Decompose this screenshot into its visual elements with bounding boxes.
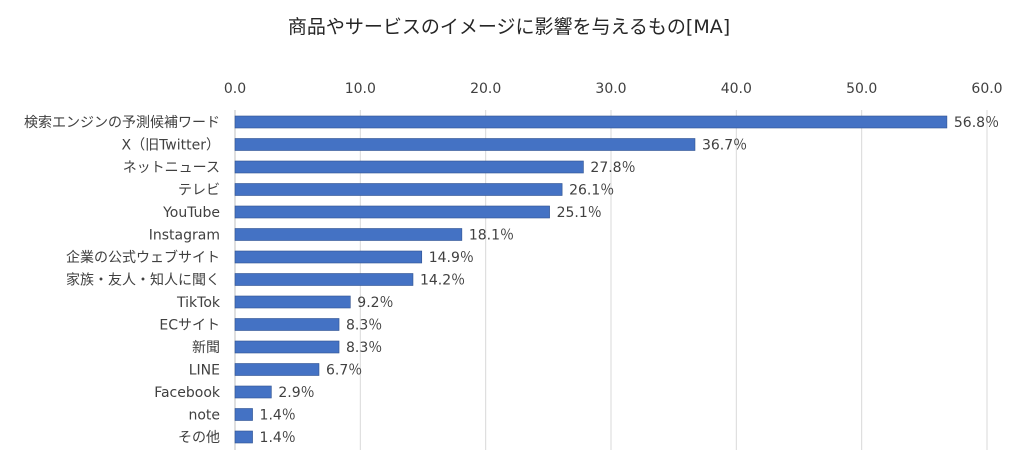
bar (234, 408, 253, 421)
data-label: 36.7％ (702, 138, 747, 154)
data-label: 27.8％ (590, 160, 635, 176)
category-label: その他 (178, 430, 220, 446)
data-label: 56.8％ (954, 115, 999, 131)
bar (234, 250, 423, 264)
data-label: 6.7％ (326, 363, 362, 379)
category-label: LINE (189, 363, 220, 379)
category-label: 新聞 (192, 340, 220, 356)
category-label: X（旧Twitter） (121, 138, 220, 154)
chart-title: 商品やサービスのイメージに影響を与えるもの[MA] (287, 16, 731, 38)
category-label: 家族・友人・知人に聞く (66, 272, 220, 289)
data-label: 2.9％ (278, 385, 314, 401)
x-tick-label: 10.0 (345, 81, 376, 97)
data-label: 18.1％ (469, 228, 514, 244)
bar (234, 138, 696, 151)
category-label: YouTube (162, 205, 220, 221)
category-label: note (188, 408, 220, 424)
bar (234, 340, 340, 354)
bar (234, 160, 584, 174)
data-label: 9.2％ (357, 295, 393, 311)
x-tick-label: 30.0 (595, 81, 626, 97)
data-label: 1.4％ (260, 430, 296, 446)
data-label: 14.2％ (420, 273, 465, 289)
category-label: 企業の公式ウェブサイト (66, 249, 220, 266)
category-label: テレビ (178, 183, 220, 199)
category-label: TikTok (176, 295, 221, 311)
bar (234, 318, 340, 331)
category-label: Instagram (149, 228, 220, 244)
x-tick-label: 0.0 (224, 81, 246, 97)
data-label: 14.9％ (429, 250, 474, 266)
data-label: 26.1％ (569, 183, 614, 199)
data-label: 1.4％ (260, 408, 296, 424)
x-tick-label: 40.0 (721, 81, 752, 97)
bar (234, 430, 253, 444)
bar (234, 183, 563, 196)
category-label: ECサイト (159, 318, 220, 334)
bar (234, 385, 272, 399)
category-label: 検索エンジンの予測候補ワード (24, 114, 220, 131)
x-tick-label: 50.0 (846, 81, 877, 97)
bar (234, 228, 463, 241)
x-tick-label: 20.0 (470, 81, 501, 97)
bars (234, 115, 948, 444)
data-label: 8.3％ (346, 340, 382, 356)
category-label: ネットニュース (123, 160, 220, 176)
x-axis-ticks: 0.0 10.0 20.0 30.0 40.0 50.0 60.0 (224, 81, 1003, 97)
bar (234, 295, 351, 309)
data-labels: 56.8％ 36.7％ 27.8％ 26.1％ 25.1％ 18.1％ 14.9％ 14.2％… (260, 115, 1000, 446)
data-label: 8.3％ (346, 318, 382, 334)
bar (234, 273, 414, 286)
data-label: 25.1％ (557, 205, 602, 221)
bar (234, 115, 948, 129)
x-tick-label: 60.0 (971, 81, 1002, 97)
bar (234, 205, 550, 219)
category-label: Facebook (154, 385, 221, 401)
bar (234, 363, 320, 376)
